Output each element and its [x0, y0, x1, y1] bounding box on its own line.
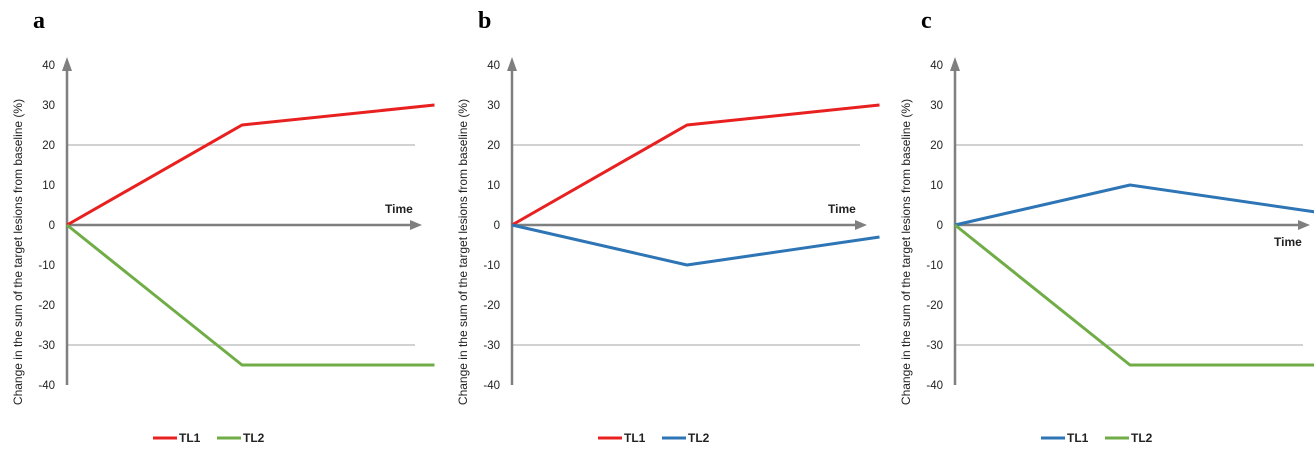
y-tick-label: -10: [483, 260, 500, 272]
y-tick-label: 40: [42, 60, 55, 72]
y-tick-label: 30: [42, 100, 55, 112]
y-tick-label: 10: [42, 180, 55, 192]
y-tick-label: 10: [930, 180, 943, 192]
y-tick-label: 10: [487, 180, 500, 192]
x-axis-arrow: [410, 220, 422, 230]
series-line-tl2: [511, 223, 880, 267]
legend-label-tl2: TL2: [243, 431, 265, 445]
y-axis-title: Change in the sum of the target lesions …: [11, 99, 25, 405]
chart-panel-b: b 40 30 20 10 0 -10 -20 -30 -40 Change in the sum…: [445, 0, 885, 452]
y-axis-arrow: [950, 57, 960, 71]
y-tick-label: -40: [483, 380, 500, 392]
chart-panel-c: c 40 30 20 10 0 -10 -20 -30 -40 Change in the sum…: [888, 0, 1314, 452]
legend-label-tl2: TL2: [688, 431, 710, 445]
y-axis-arrow: [507, 57, 517, 71]
y-tick-label: 0: [494, 220, 500, 232]
y-tick-label: -20: [483, 300, 500, 312]
y-tick-label: 40: [487, 60, 500, 72]
x-axis-arrow: [855, 220, 867, 230]
chart-panel-a: a 40 30 20 10 0 -10 -20 -30 -40 Change in the sum…: [0, 0, 440, 452]
y-tick-label: -40: [38, 380, 55, 392]
y-tick-label: -20: [926, 300, 943, 312]
y-tick-label: -40: [926, 380, 943, 392]
panel-letter: a: [33, 8, 45, 34]
y-tick-label: 0: [937, 220, 943, 232]
x-axis-label: Time: [828, 202, 856, 216]
y-tick-label: 30: [930, 100, 943, 112]
panel-letter: c: [921, 8, 932, 34]
x-axis-arrow: [1298, 220, 1310, 230]
y-tick-label: 40: [930, 60, 943, 72]
y-axis-title: Change in the sum of the target lesions …: [456, 99, 470, 405]
y-axis-arrow: [62, 57, 72, 71]
legend-label-tl2: TL2: [1131, 431, 1153, 445]
y-tick-label: -10: [38, 260, 55, 272]
line-chart-c: 40 30 20 10 0 -10 -20 -30 -40 Change in the sum o…: [899, 57, 1314, 445]
x-axis-label: Time: [385, 202, 413, 216]
legend-label-tl1: TL1: [1067, 431, 1089, 445]
line-chart-b: 40 30 20 10 0 -10 -20 -30 -40 Change in the sum o…: [456, 57, 880, 445]
panel-letter: b: [478, 8, 492, 34]
y-tick-label: -30: [38, 340, 55, 352]
y-tick-label: 20: [487, 140, 500, 152]
series-line-tl1: [511, 103, 880, 227]
series-line-tl1: [66, 103, 435, 227]
series-line-tl2: [954, 223, 1314, 367]
y-tick-label: 30: [487, 100, 500, 112]
legend-label-tl1: TL1: [179, 431, 201, 445]
y-tick-label: 20: [42, 140, 55, 152]
y-tick-label: -30: [483, 340, 500, 352]
y-tick-label: -30: [926, 340, 943, 352]
y-tick-label: 0: [49, 220, 55, 232]
series-line-tl2: [66, 223, 435, 367]
legend-label-tl1: TL1: [624, 431, 646, 445]
y-axis-title: Change in the sum of the target lesions …: [899, 99, 913, 405]
x-axis-label: Time: [1274, 235, 1302, 249]
line-chart-a: 40 30 20 10 0 -10 -20 -30 -40 Change in the sum o…: [11, 57, 435, 445]
y-tick-label: -20: [38, 300, 55, 312]
series-line-tl1: [954, 183, 1314, 227]
y-tick-label: -10: [926, 260, 943, 272]
y-tick-label: 20: [930, 140, 943, 152]
